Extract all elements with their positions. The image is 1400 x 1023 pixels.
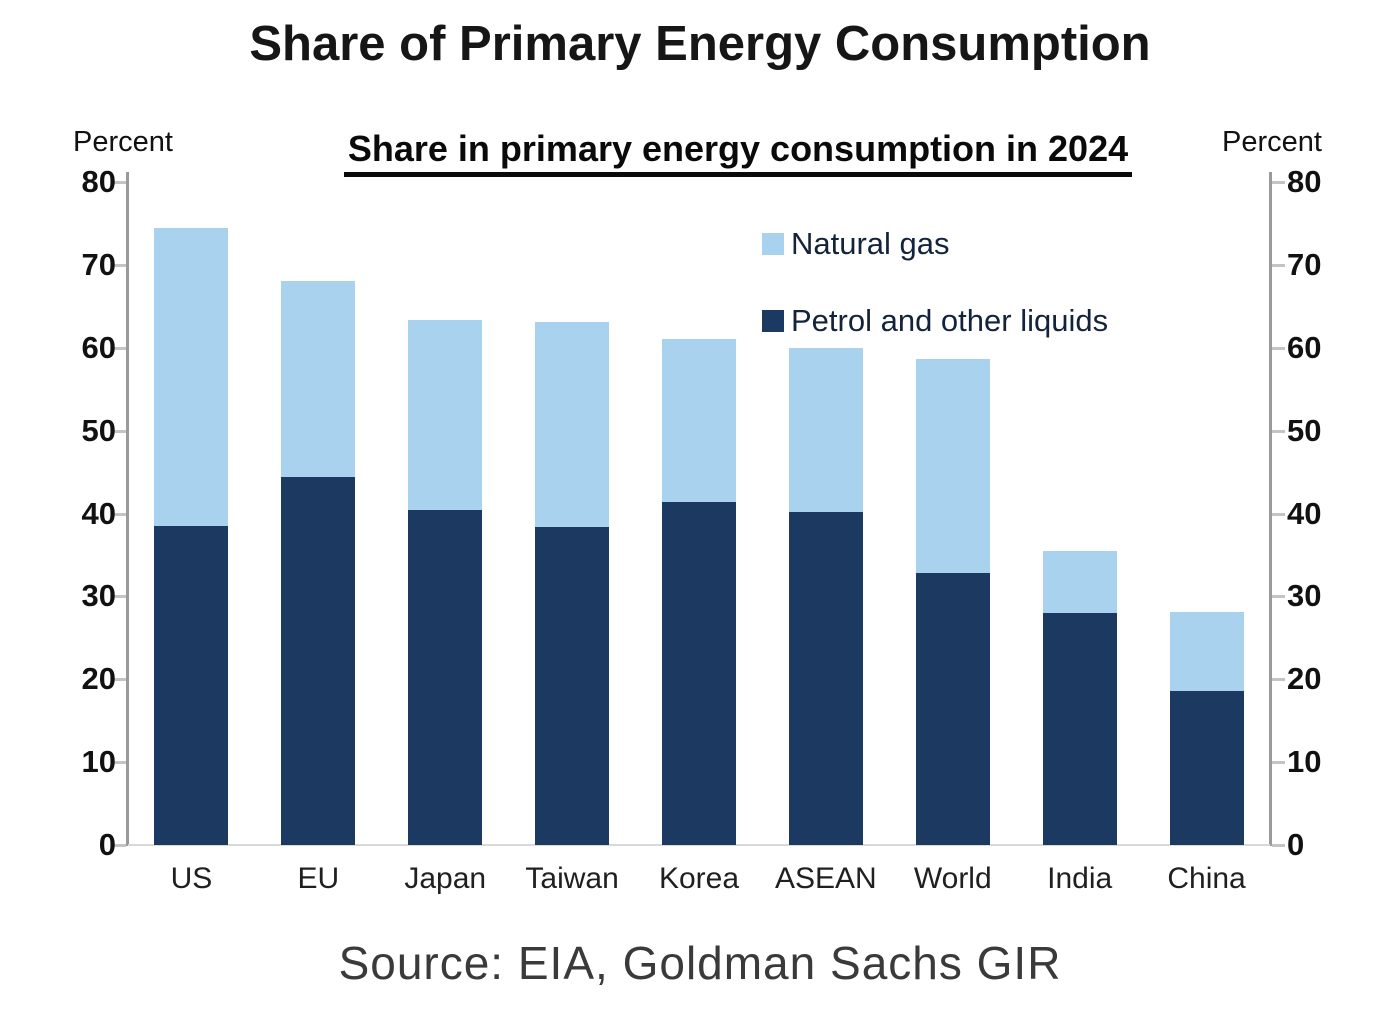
legend-label-natural-gas: Natural gas xyxy=(791,226,950,261)
category-label-eu: EU xyxy=(297,862,340,895)
bar-segment-gas-japan xyxy=(408,320,483,511)
left-y-tick-label: 70 xyxy=(81,246,116,282)
legend-label-petrol: Petrol and other liquids xyxy=(791,303,1109,338)
left-y-tick-label: 0 xyxy=(98,827,116,862)
legend: Natural gas Petrol and other liquids xyxy=(762,226,1108,339)
right-y-tick-label: 0 xyxy=(1287,827,1305,862)
bar-segment-gas-us xyxy=(154,228,229,526)
left-axis-tick xyxy=(113,678,126,682)
right-y-tick-label: 40 xyxy=(1287,495,1322,531)
bar-segment-petrol-korea xyxy=(662,501,736,845)
category-label-asean: ASEAN xyxy=(775,862,877,895)
bar-segment-petrol-world xyxy=(915,573,990,845)
category-label-world: World xyxy=(913,862,992,895)
bar-segment-petrol-japan xyxy=(408,510,483,845)
chart-title-wrap: Share in primary energy consumption in 2… xyxy=(290,128,1186,177)
page-title: Share of Primary Energy Consumption xyxy=(249,17,1151,71)
bar-segment-gas-eu xyxy=(281,281,356,478)
bar-segment-gas-india xyxy=(1042,550,1117,613)
right-y-axis-line xyxy=(1269,172,1272,846)
left-axis-tick xyxy=(113,346,126,350)
right-axis-unit-label: Percent xyxy=(1222,126,1322,158)
bar-segment-gas-korea xyxy=(662,339,736,502)
right-axis-tick xyxy=(1272,346,1285,350)
legend-swatch-natural-gas xyxy=(762,233,784,255)
category-label-taiwan: Taiwan xyxy=(525,862,619,895)
bar-segment-petrol-eu xyxy=(281,477,356,845)
category-label-japan: Japan xyxy=(404,862,487,895)
bar-segment-petrol-china xyxy=(1169,690,1244,845)
bar-segment-petrol-taiwan xyxy=(535,526,610,845)
legend-item-natural-gas: Natural gas xyxy=(762,226,1108,262)
right-y-tick-label: 50 xyxy=(1287,412,1322,448)
left-axis-tick xyxy=(113,181,126,184)
left-axis-unit-label: Percent xyxy=(73,126,173,158)
bar-segment-petrol-us xyxy=(154,525,229,845)
left-axis-tick xyxy=(113,429,126,433)
right-axis-tick xyxy=(1272,761,1285,765)
bar-segment-gas-taiwan xyxy=(535,322,610,527)
bar-segment-petrol-india xyxy=(1042,612,1117,845)
bar-segment-gas-asean xyxy=(788,347,863,512)
right-y-tick-label: 60 xyxy=(1287,329,1322,365)
right-axis-tick xyxy=(1272,844,1285,847)
right-y-tick-label: 20 xyxy=(1287,661,1322,697)
source-note: Source: EIA, Goldman Sachs GIR xyxy=(338,937,1062,989)
category-label-korea: Korea xyxy=(658,862,740,895)
right-y-tick-label: 10 xyxy=(1287,744,1322,780)
chart-title: Share in primary energy consumption in 2… xyxy=(343,128,1133,177)
right-axis-tick xyxy=(1272,678,1285,682)
bar-segment-gas-world xyxy=(915,359,990,574)
left-y-tick-label: 20 xyxy=(81,661,116,697)
left-axis-tick xyxy=(113,595,126,599)
left-y-tick-label: 60 xyxy=(81,329,116,365)
right-axis-tick xyxy=(1272,429,1285,433)
right-y-tick-label: 80 xyxy=(1287,164,1322,199)
left-y-tick-label: 10 xyxy=(81,744,116,780)
left-y-axis-line xyxy=(126,172,129,846)
left-axis-tick xyxy=(113,761,126,765)
right-y-tick-label: 30 xyxy=(1287,578,1322,614)
bar-segment-petrol-asean xyxy=(788,511,863,845)
legend-item-petrol: Petrol and other liquids xyxy=(762,303,1108,339)
left-y-tick-label: 80 xyxy=(81,164,116,199)
right-axis-tick xyxy=(1272,263,1285,267)
category-label-us: US xyxy=(170,862,213,895)
left-y-tick-label: 40 xyxy=(81,495,116,531)
right-axis-tick xyxy=(1272,181,1285,184)
legend-swatch-petrol xyxy=(762,310,784,332)
left-axis-tick xyxy=(113,512,126,516)
category-label-china: China xyxy=(1167,862,1246,895)
left-y-tick-label: 30 xyxy=(81,578,116,614)
bar-segment-gas-china xyxy=(1169,612,1244,691)
right-axis-tick xyxy=(1272,595,1285,599)
category-label-india: India xyxy=(1047,862,1113,895)
left-y-tick-label: 50 xyxy=(81,412,116,448)
right-axis-tick xyxy=(1272,512,1285,516)
left-axis-tick xyxy=(113,844,126,847)
left-axis-tick xyxy=(113,263,126,267)
x-axis-baseline xyxy=(128,844,1270,846)
right-y-tick-label: 70 xyxy=(1287,246,1322,282)
